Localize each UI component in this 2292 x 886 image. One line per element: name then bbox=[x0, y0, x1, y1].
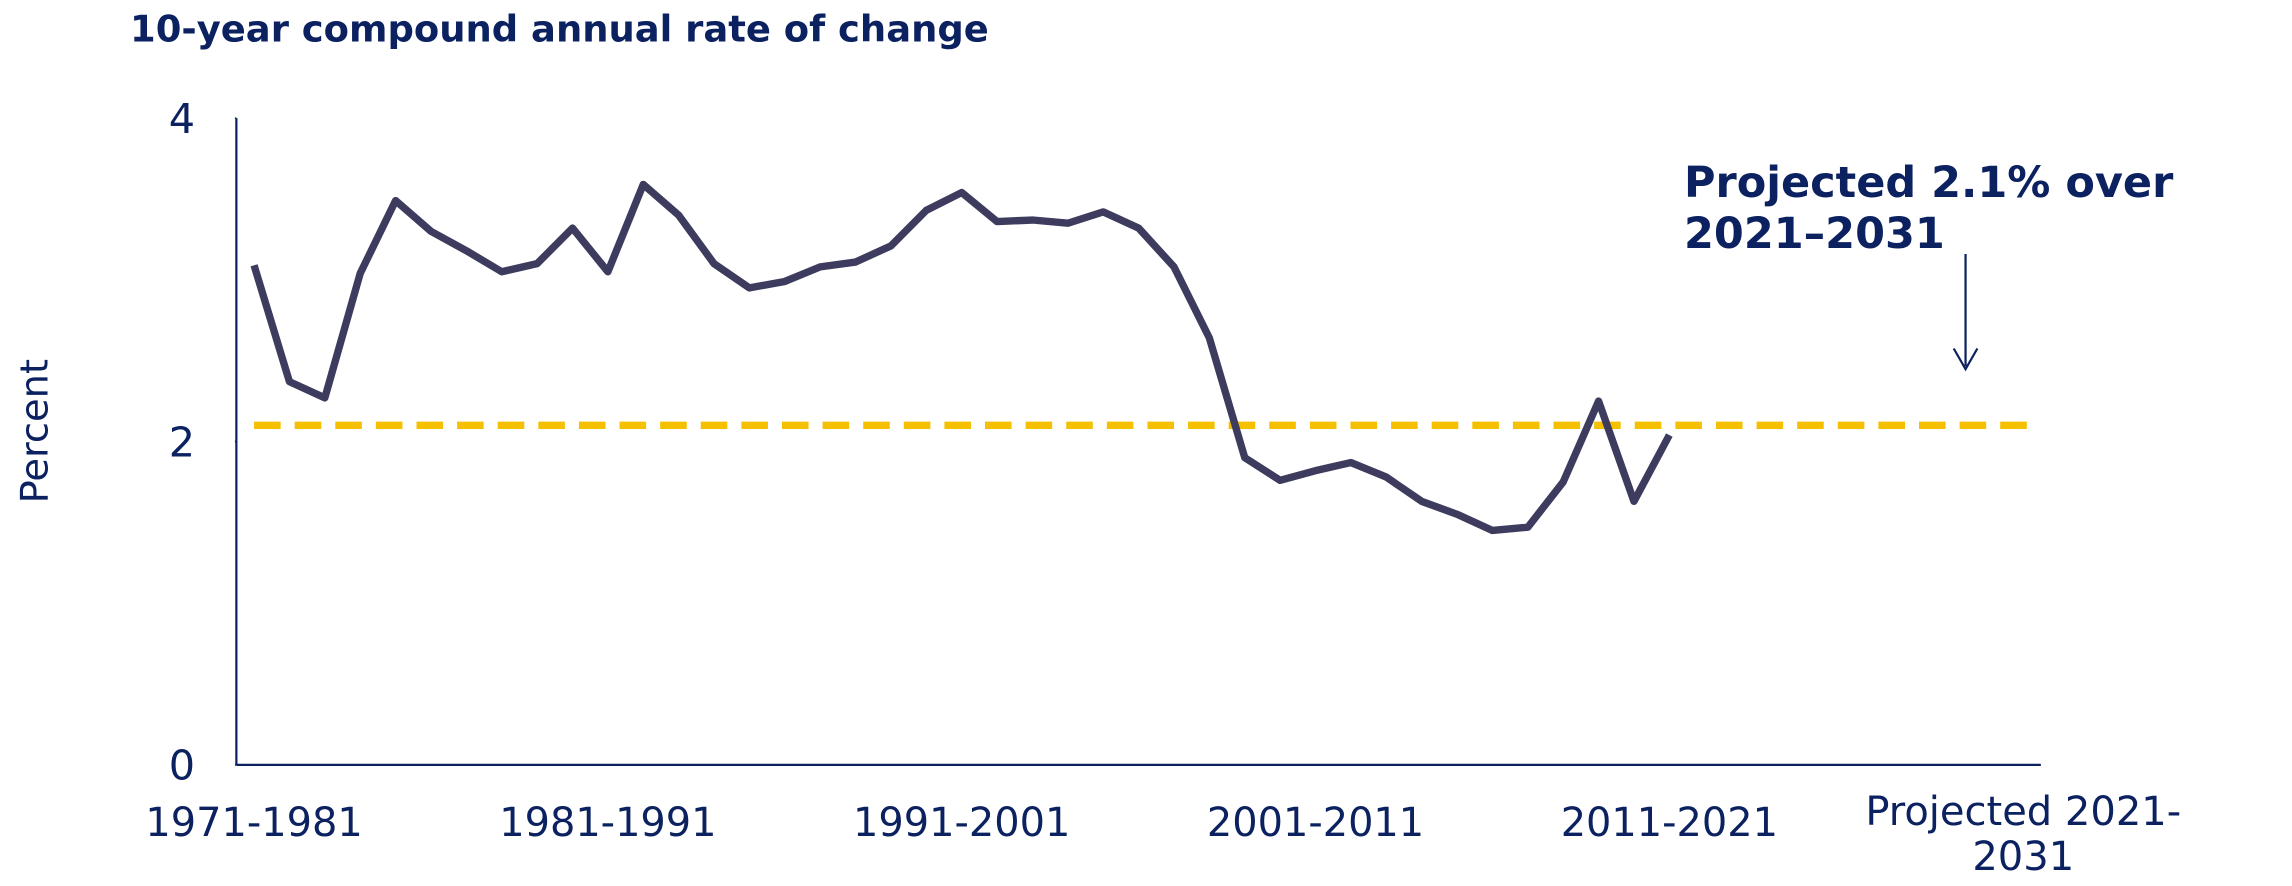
x-tick-label: 1991-2001 bbox=[853, 800, 1070, 846]
annotation: Projected 2.1% over 2021–2031 bbox=[1684, 158, 2174, 259]
annotation-arrowhead bbox=[1952, 347, 1979, 372]
x-tick-label: Projected 2021-2031 bbox=[1865, 789, 2182, 880]
chart-title: 10-year compound annual rate of change bbox=[130, 7, 989, 50]
data-line bbox=[250, 180, 1673, 535]
x-tick-label: 1981-1991 bbox=[499, 800, 716, 846]
y-axis-label: Percent bbox=[12, 359, 57, 503]
y-tick-label: 2 bbox=[169, 418, 195, 466]
x-tick-label: 2001-2011 bbox=[1207, 800, 1424, 846]
y-tick-label: 4 bbox=[169, 95, 195, 143]
x-tick-label: 1971-1981 bbox=[145, 800, 362, 846]
y-tick-label: 0 bbox=[169, 742, 195, 790]
x-tick-label: 2011-2021 bbox=[1561, 800, 1778, 846]
